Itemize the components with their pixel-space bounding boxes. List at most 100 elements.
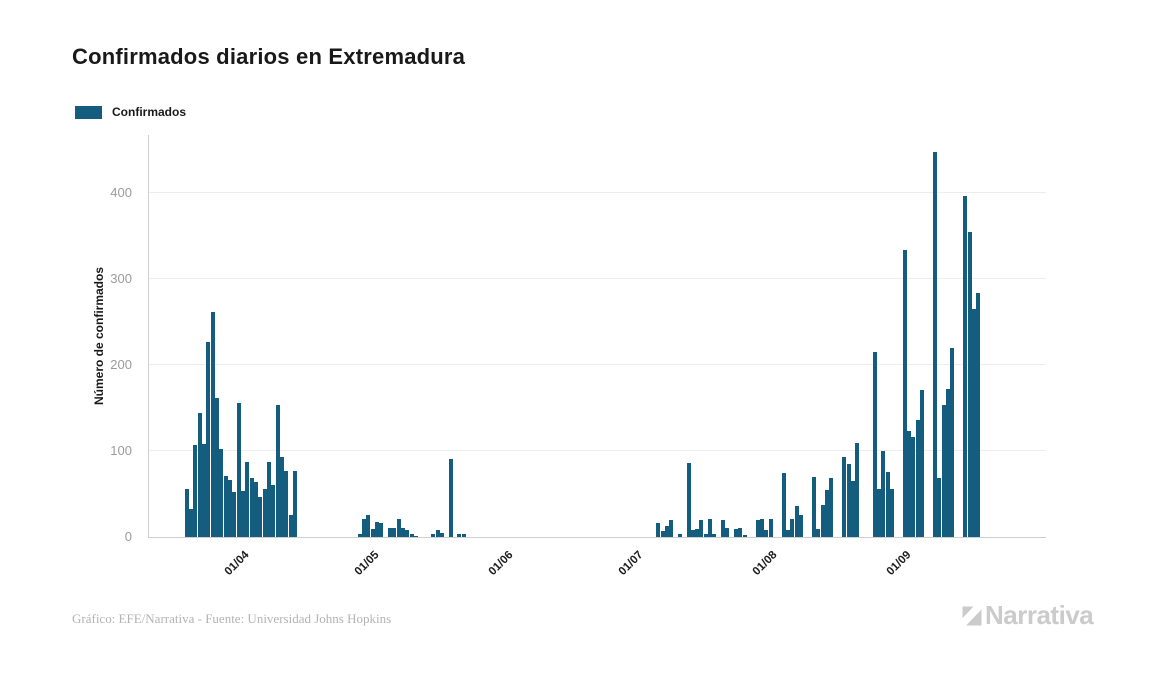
bar (258, 497, 263, 537)
bar (798, 514, 803, 537)
bar (933, 152, 938, 537)
bar (249, 478, 254, 537)
narrativa-n-icon (962, 605, 982, 626)
bar (392, 527, 397, 537)
bar (379, 523, 384, 537)
x-tick-label: 01/07 (616, 549, 646, 578)
bar (448, 458, 453, 537)
bar (855, 443, 860, 537)
bar (937, 477, 942, 537)
bar (760, 518, 765, 537)
bar (405, 530, 410, 537)
bar (253, 481, 258, 537)
gridline (149, 363, 1046, 365)
bar (284, 470, 289, 537)
bar (972, 308, 977, 537)
bar (811, 476, 816, 537)
bar (734, 529, 739, 537)
bar (881, 450, 886, 537)
bar (189, 508, 194, 537)
legend-label: Confirmados (112, 105, 187, 119)
bar (846, 463, 851, 537)
bar (699, 519, 704, 537)
bar (439, 532, 444, 537)
bar (885, 471, 890, 537)
bar (197, 413, 202, 537)
bar (206, 342, 211, 537)
bar (677, 534, 682, 537)
chart-title: Confirmados diarios en Extremadura (72, 44, 466, 69)
x-tick-label: 01/05 (352, 549, 382, 578)
bar (946, 388, 951, 537)
bar (911, 437, 916, 537)
x-tick-label: 01/06 (486, 549, 516, 578)
bar (271, 484, 276, 537)
y-tick-label: 200 (110, 356, 132, 372)
bar (656, 523, 661, 537)
bar (816, 529, 821, 537)
bar (950, 348, 955, 537)
y-axis-title: Número de confirmados (92, 266, 106, 406)
plot-area (148, 135, 1046, 538)
bar (768, 518, 773, 537)
bar (876, 488, 881, 537)
bar (721, 519, 726, 537)
footer-credit: Gráfico: EFE/Narrativa - Fuente: Univers… (72, 611, 392, 626)
bar (279, 456, 284, 537)
gridline (149, 191, 1046, 193)
brand-logo: Narrativa (961, 600, 1094, 631)
bar (794, 506, 799, 537)
bar (669, 519, 674, 537)
bar (690, 530, 695, 537)
bar (889, 488, 894, 537)
bar (660, 530, 665, 537)
gridline (149, 277, 1046, 279)
bar (461, 533, 466, 537)
bar (738, 528, 743, 537)
bar (396, 518, 401, 537)
bar (941, 405, 946, 537)
bar (842, 456, 847, 537)
bar (755, 519, 760, 537)
y-tick-label: 400 (110, 184, 132, 200)
y-tick-label: 100 (110, 442, 132, 458)
bar (401, 527, 405, 537)
bar (292, 470, 297, 537)
bar (695, 529, 700, 537)
bar (976, 293, 981, 537)
bar (370, 529, 375, 537)
bar (266, 462, 271, 537)
gridline (149, 449, 1046, 451)
bar (725, 527, 730, 537)
bar (850, 481, 855, 537)
bar (193, 444, 198, 537)
bar (907, 431, 912, 537)
bar (920, 389, 925, 537)
bar (366, 515, 371, 537)
bar (357, 534, 362, 537)
bar (388, 528, 393, 537)
bar (829, 478, 834, 537)
bar (790, 518, 795, 537)
x-tick-label: 01/04 (222, 549, 252, 578)
bar (902, 250, 907, 537)
bar (872, 351, 877, 537)
bar (240, 490, 245, 537)
legend-swatch (75, 105, 102, 119)
bar (712, 534, 717, 537)
x-tick-label: 01/08 (750, 549, 780, 578)
bar (664, 525, 669, 537)
bar (781, 473, 786, 537)
bar (214, 398, 219, 537)
bar (262, 488, 267, 537)
bar (210, 312, 215, 537)
bar (824, 489, 829, 537)
bar (915, 419, 920, 537)
bar (223, 475, 228, 537)
bar (375, 522, 380, 537)
y-tick-label: 0 (124, 529, 132, 544)
bar (202, 444, 206, 537)
bar (786, 530, 790, 537)
bar (236, 402, 241, 537)
y-tick-label: 300 (110, 270, 132, 286)
